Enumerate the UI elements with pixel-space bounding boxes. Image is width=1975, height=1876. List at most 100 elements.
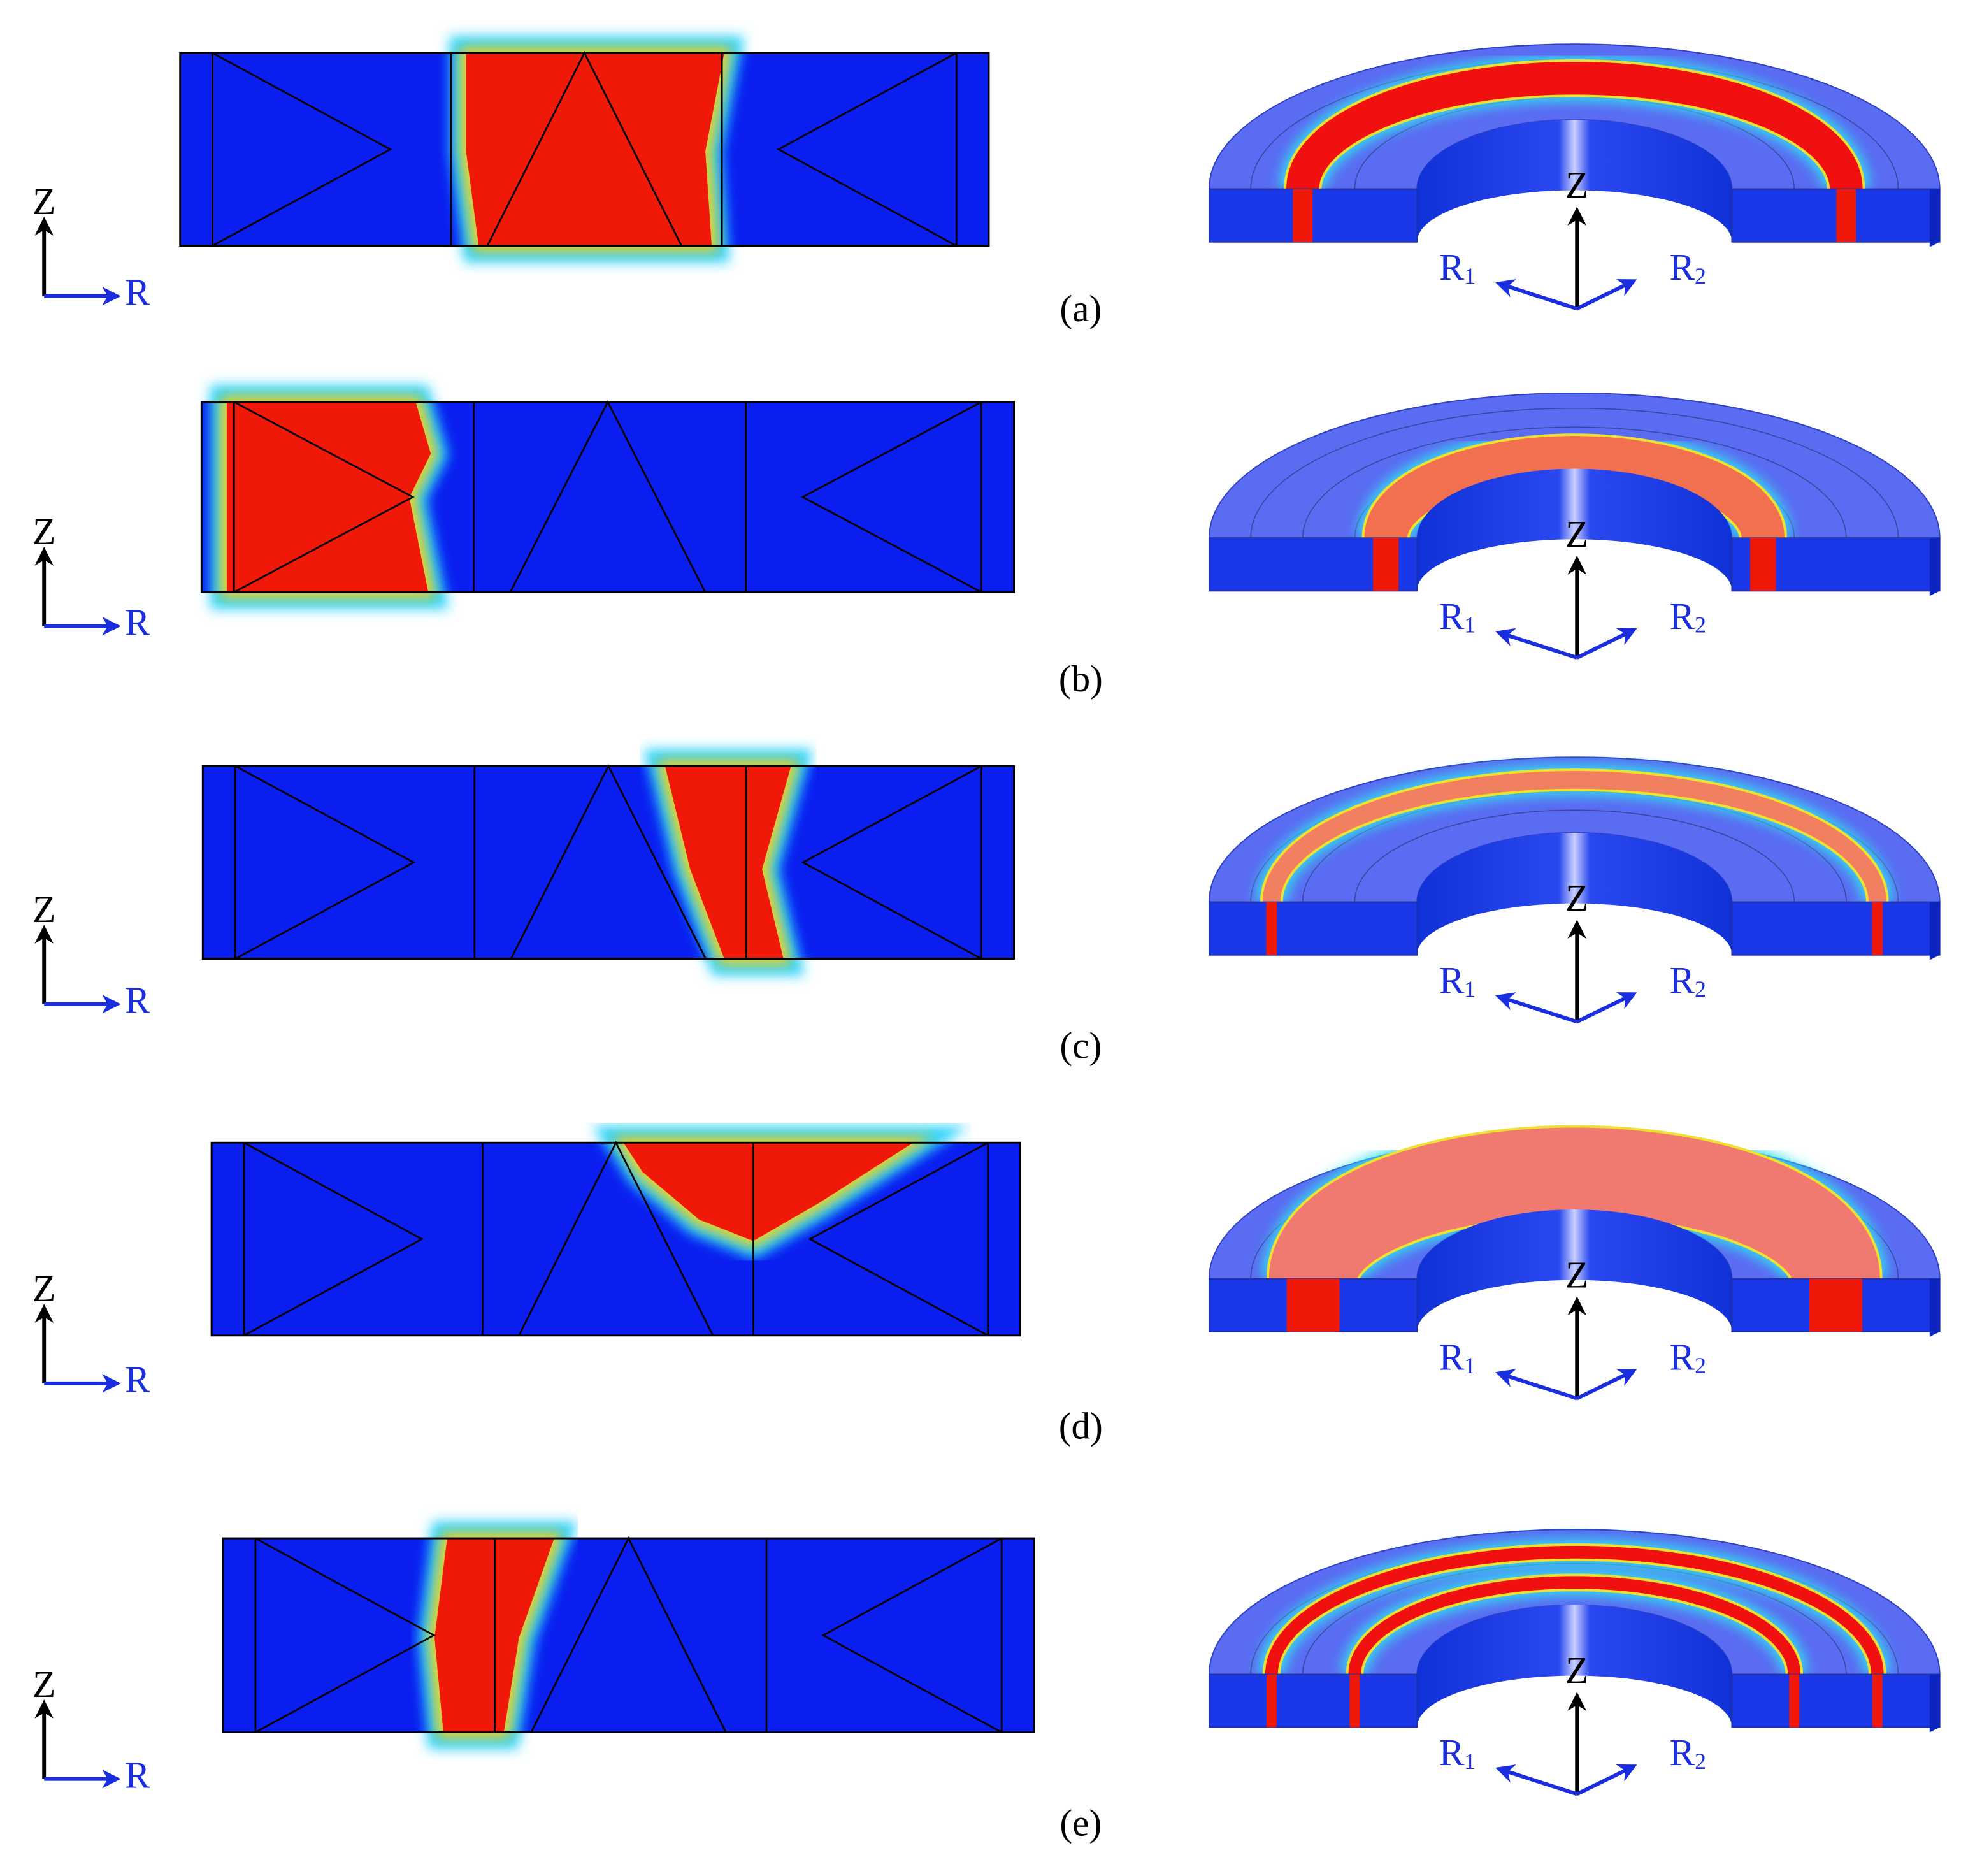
r1-axis-label: R1 <box>1439 959 1476 1002</box>
symbol: R <box>1439 1336 1465 1378</box>
ring-cut-left <box>1208 188 1418 243</box>
symbol: R <box>1670 1336 1695 1378</box>
r2-axis-label: R2 <box>1670 1336 1706 1378</box>
subscript: 1 <box>1464 263 1476 289</box>
r2-axis-label: R2 <box>1670 246 1706 289</box>
ring-outer-side <box>1929 1278 1940 1337</box>
r1-axis-label: R1 <box>1439 595 1476 637</box>
subscript: 2 <box>1695 263 1706 289</box>
symbol: R <box>1670 1731 1695 1773</box>
mesh-line <box>243 1142 424 1336</box>
z-axis-label: Z <box>1565 877 1588 919</box>
z-axis-label: Z <box>32 180 55 222</box>
ring-band <box>1268 1127 1880 1281</box>
section-border <box>179 52 990 247</box>
ring-mesh-arc <box>1250 407 1899 538</box>
cut-band <box>1836 189 1856 242</box>
ring-band <box>1348 1576 1801 1675</box>
ring-cut-right <box>1731 901 1941 956</box>
symbol: R <box>1670 246 1695 288</box>
z-axis-label: Z <box>32 888 55 930</box>
mesh-line <box>234 765 416 960</box>
mesh-line <box>801 765 982 960</box>
z-axis-label: Z <box>1565 1253 1588 1295</box>
cut-band <box>1266 1674 1277 1728</box>
z-axis-label: Z <box>32 510 55 552</box>
mesh-line <box>821 1537 1002 1733</box>
subscript: 2 <box>1695 612 1706 638</box>
r-axis-label: R <box>125 979 150 1021</box>
panel-label: (c) <box>1059 1025 1102 1067</box>
subscript: 2 <box>1695 1749 1706 1774</box>
r-axis-label: R <box>125 271 150 313</box>
mesh-line <box>777 52 957 247</box>
z-axis-label: Z <box>32 1267 55 1310</box>
r-axis-label: R <box>125 1754 150 1796</box>
section-background <box>222 1538 1035 1733</box>
r-axis-label: R <box>125 601 150 643</box>
cut-band <box>1373 538 1399 591</box>
cut-band <box>1789 1674 1800 1728</box>
ring-band <box>1364 436 1785 539</box>
subscript: 1 <box>1464 612 1476 638</box>
z-axis-label: Z <box>1565 164 1588 206</box>
r1-axis-label: R1 <box>1439 246 1476 289</box>
symbol: R <box>1670 595 1695 637</box>
ring-band <box>1286 61 1863 190</box>
ring-band <box>1265 1545 1884 1675</box>
symbol: R <box>1439 246 1465 288</box>
mesh-line <box>255 1537 436 1733</box>
mesh-line <box>233 401 415 593</box>
ring-inner-wall <box>1417 468 1732 591</box>
ring-cut-right <box>1731 1673 1941 1728</box>
subscript: 2 <box>1695 976 1706 1002</box>
r2-axis-label: R2 <box>1670 1731 1706 1774</box>
symbol: R <box>1439 959 1465 1001</box>
ring-outer-side <box>1929 1674 1940 1733</box>
panel-label: (e) <box>1059 1801 1102 1844</box>
z-axis-label: Z <box>1565 513 1588 555</box>
subscript: 1 <box>1464 976 1476 1002</box>
ring-inner-wall <box>1417 1209 1732 1332</box>
section-background <box>212 1143 1021 1336</box>
r2-axis-label: R2 <box>1670 595 1706 637</box>
ring-cut-right <box>1731 188 1941 243</box>
section-border <box>201 765 1016 960</box>
symbol: R <box>1439 1731 1465 1773</box>
r2-axis-label: R2 <box>1670 959 1706 1002</box>
cut-band <box>1809 1278 1863 1332</box>
cut-band <box>1286 1278 1340 1332</box>
ring-cut-left <box>1208 1673 1418 1728</box>
subscript: 1 <box>1464 1749 1476 1774</box>
mesh-line <box>801 401 982 593</box>
ring-outer-side <box>1929 902 1940 960</box>
ring-cut-left <box>1208 901 1418 956</box>
panel-label: (d) <box>1059 1405 1103 1447</box>
r1-axis-arrow <box>1495 992 1578 1024</box>
ring-mesh-arc <box>1354 809 1795 902</box>
r1-axis-label: R1 <box>1439 1336 1476 1378</box>
cut-band <box>1750 538 1776 591</box>
cut-band <box>1872 902 1883 955</box>
r2-axis-arrow <box>1576 1369 1637 1401</box>
field-core <box>466 53 724 246</box>
section-border <box>210 1141 1021 1337</box>
r1-axis-arrow <box>1495 1369 1578 1401</box>
ring-outer-side <box>1929 189 1940 247</box>
panel-label: (a) <box>1059 287 1102 329</box>
section-border <box>200 401 1016 593</box>
field-core <box>226 401 431 593</box>
symbol: R <box>1439 595 1465 637</box>
z-axis-label: Z <box>32 1663 55 1705</box>
r2-axis-arrow <box>1576 1764 1637 1796</box>
r-axis-label: R <box>125 1358 150 1400</box>
field-core <box>623 1143 914 1241</box>
cut-band <box>1266 902 1277 955</box>
subscript: 1 <box>1464 1353 1476 1378</box>
r1-axis-arrow <box>1495 279 1578 311</box>
subscript: 2 <box>1695 1353 1706 1378</box>
r2-axis-arrow <box>1576 992 1637 1024</box>
section-border <box>222 1537 1035 1734</box>
r2-axis-arrow <box>1576 279 1637 311</box>
